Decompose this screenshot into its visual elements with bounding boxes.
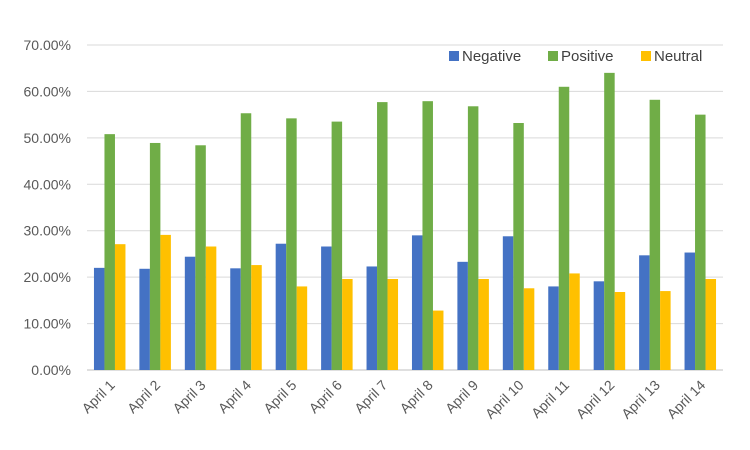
y-tick-label: 40.00% (24, 176, 71, 192)
y-tick-label: 30.00% (24, 223, 71, 239)
bars (93, 72, 717, 371)
bar-neutral-10 (569, 273, 580, 370)
bar-positive-2 (195, 145, 206, 370)
bar-positive-11 (604, 72, 615, 370)
y-tick-label: 20.00% (24, 269, 71, 285)
bar-positive-12 (649, 99, 661, 371)
bar-neutral-5 (342, 279, 353, 370)
legend-swatch (641, 51, 651, 61)
bar-neutral-2 (205, 246, 217, 370)
y-tick-label: 0.00% (31, 362, 71, 378)
legend-item-neutral: Neutral (641, 48, 702, 65)
bar-negative-2 (184, 256, 196, 370)
y-axis-tick-labels: 0.00% 10.00% 20.00% 30.00% 40.00% 50.00% 60.00… (24, 37, 71, 378)
bar-neutral-1 (160, 234, 171, 370)
bar-positive-1 (149, 142, 161, 370)
x-tick-label: April 14 (664, 377, 709, 422)
bar-neutral-7 (432, 310, 444, 370)
bar-positive-8 (467, 106, 479, 371)
bar-neutral-3 (251, 265, 262, 370)
legend-swatch (548, 51, 558, 61)
bar-positive-4 (286, 118, 297, 370)
bar-negative-1 (139, 268, 150, 370)
x-tick-label: April 4 (215, 377, 255, 417)
y-tick-label: 10.00% (24, 316, 71, 332)
legend-label: Negative (462, 48, 521, 65)
y-tick-label: 60.00% (24, 83, 71, 99)
bar-negative-10 (548, 286, 559, 370)
bar-negative-13 (684, 252, 696, 370)
bar-negative-3 (230, 268, 241, 370)
bar-negative-6 (366, 266, 378, 370)
bar-positive-6 (377, 102, 388, 370)
bar-negative-7 (411, 235, 423, 370)
x-tick-label: April 12 (573, 377, 618, 422)
x-tick-label: April 7 (351, 377, 391, 417)
x-axis: April 1 April 2 April 3 April 4 April 5 April… (78, 377, 708, 422)
x-tick-label: April 2 (124, 377, 164, 417)
x-tick-label: April 1 (78, 377, 118, 417)
bar-neutral-9 (523, 288, 535, 370)
x-tick-label: April 8 (396, 377, 436, 417)
x-tick-label: April 11 (528, 377, 572, 421)
bar-negative-11 (593, 281, 605, 370)
bar-neutral-11 (614, 292, 626, 370)
bar-neutral-12 (660, 291, 671, 370)
legend-label: Positive (561, 48, 614, 65)
x-tick-label: April 6 (306, 377, 346, 417)
bar-neutral-4 (296, 286, 308, 370)
bar-positive-5 (331, 121, 343, 370)
bar-negative-8 (457, 261, 468, 370)
bar-negative-4 (275, 243, 287, 370)
legend-label: Neutral (654, 48, 702, 65)
bar-positive-9 (513, 123, 524, 370)
bar-neutral-0 (114, 244, 126, 370)
legend-swatch (449, 51, 459, 61)
bar-negative-5 (321, 246, 332, 370)
gridlines (87, 44, 723, 371)
legend: Negative Positive Neutral (449, 48, 702, 65)
bar-neutral-13 (705, 279, 717, 370)
bar-neutral-8 (478, 279, 489, 370)
bar-positive-10 (558, 86, 570, 371)
bar-negative-0 (93, 267, 105, 370)
bar-positive-0 (104, 134, 115, 370)
x-tick-label: April 10 (482, 377, 527, 422)
bar-negative-9 (502, 236, 514, 370)
y-tick-label: 50.00% (24, 130, 71, 146)
y-tick-label: 70.00% (24, 37, 71, 53)
x-tick-label: April 9 (442, 377, 482, 417)
x-tick-label: April 3 (169, 377, 209, 417)
bar-positive-13 (695, 114, 706, 371)
bar-neutral-6 (387, 279, 399, 370)
x-tick-label: April 5 (260, 377, 300, 417)
bar-positive-3 (240, 113, 252, 370)
legend-item-negative: Negative (449, 48, 521, 65)
legend-item-positive: Positive (548, 48, 614, 65)
bar-negative-12 (639, 255, 650, 370)
bar-positive-7 (422, 101, 433, 370)
x-tick-label: April 13 (618, 377, 663, 422)
